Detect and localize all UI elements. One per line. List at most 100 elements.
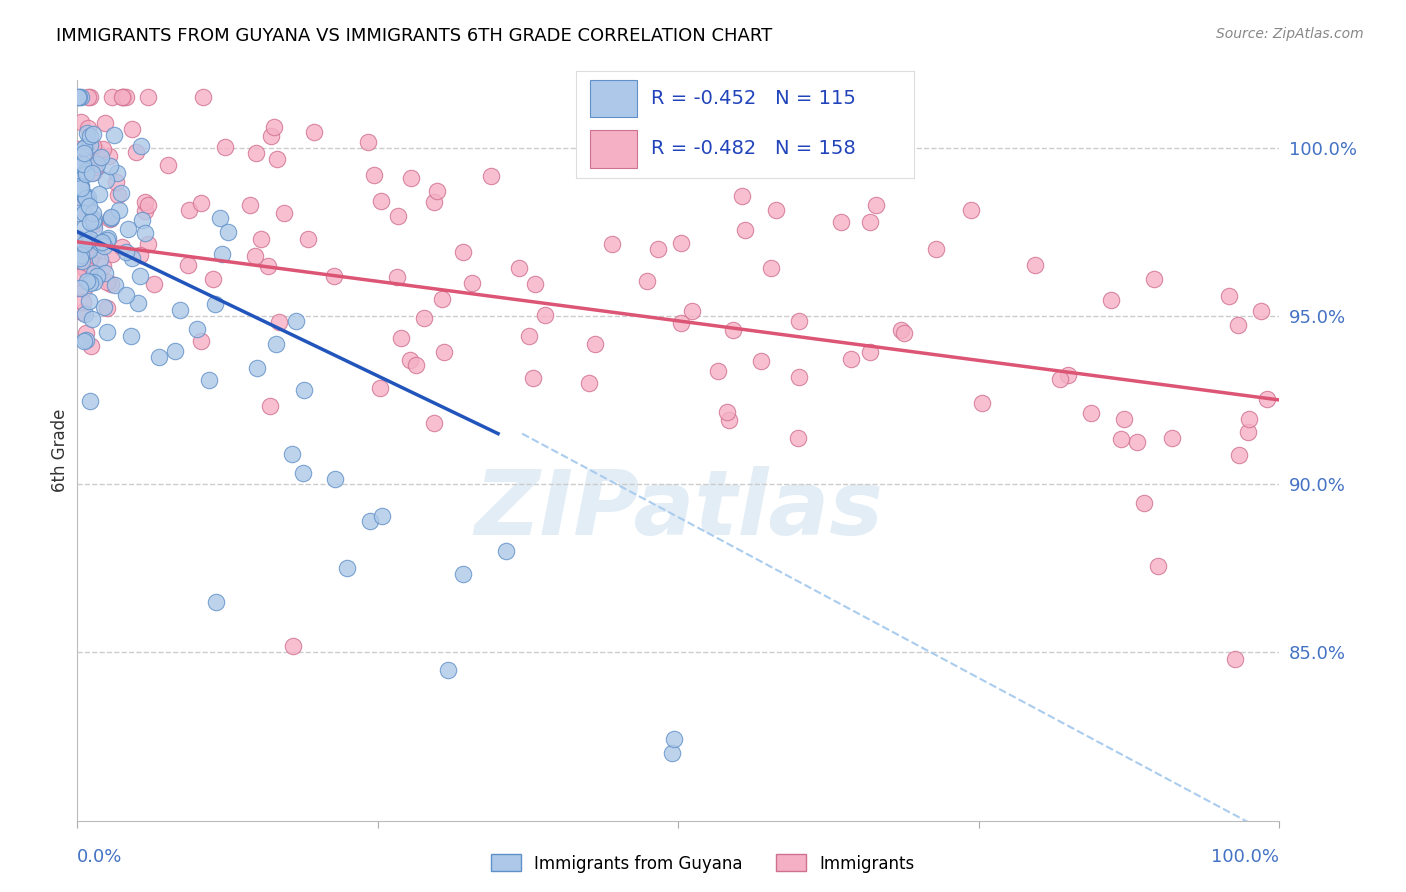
Point xyxy=(77,293,100,308)
Point xyxy=(69,181,91,195)
Point xyxy=(190,334,212,348)
Y-axis label: 6th Grade: 6th Grade xyxy=(51,409,69,492)
Point xyxy=(238,197,260,211)
Point xyxy=(250,232,273,246)
Point xyxy=(201,272,224,286)
Point xyxy=(765,203,787,218)
Point xyxy=(69,281,91,295)
Point xyxy=(205,595,228,609)
Point xyxy=(79,275,101,289)
Point xyxy=(104,278,127,293)
Point xyxy=(959,203,981,218)
Point xyxy=(75,326,97,341)
Point xyxy=(273,206,295,220)
Point xyxy=(89,236,111,251)
Point xyxy=(80,166,103,180)
Point xyxy=(96,276,118,290)
Text: Source: ZipAtlas.com: Source: ZipAtlas.com xyxy=(1216,27,1364,41)
Point xyxy=(79,393,101,408)
Point xyxy=(96,301,118,315)
Point xyxy=(69,251,91,265)
Point xyxy=(291,467,314,481)
Point xyxy=(70,248,93,262)
Point xyxy=(734,223,756,237)
Point xyxy=(75,167,97,181)
Point xyxy=(83,165,105,179)
Point xyxy=(731,188,754,202)
Point xyxy=(67,157,90,171)
Point xyxy=(70,179,93,194)
Point xyxy=(69,160,91,174)
Point xyxy=(423,417,446,431)
Point xyxy=(120,329,142,343)
Point xyxy=(191,90,214,104)
Point xyxy=(80,312,103,326)
Point xyxy=(297,232,319,246)
Point xyxy=(217,225,239,239)
Text: R = -0.452   N = 115: R = -0.452 N = 115 xyxy=(651,89,856,108)
Point xyxy=(433,345,456,359)
Point xyxy=(718,413,741,427)
Point xyxy=(281,447,304,461)
Point xyxy=(82,206,104,220)
Point xyxy=(143,277,166,292)
Point xyxy=(73,205,96,219)
Point xyxy=(169,302,191,317)
Point xyxy=(1236,425,1258,440)
Point xyxy=(83,212,105,227)
Point xyxy=(94,173,117,187)
Point xyxy=(1256,392,1278,407)
Point xyxy=(111,90,134,104)
Point xyxy=(77,199,100,213)
Point xyxy=(73,282,96,296)
Point xyxy=(245,145,267,160)
Point xyxy=(93,266,115,280)
Point xyxy=(72,157,94,171)
Point xyxy=(284,313,307,327)
Point xyxy=(136,198,159,212)
Point xyxy=(111,240,134,254)
Point xyxy=(73,140,96,154)
Point xyxy=(103,128,125,142)
Point xyxy=(1133,495,1156,509)
Point xyxy=(98,211,121,226)
Point xyxy=(67,180,90,194)
Point xyxy=(91,142,114,156)
Point xyxy=(91,259,114,273)
Point xyxy=(76,90,98,104)
Point xyxy=(1147,559,1170,574)
Point xyxy=(759,261,782,276)
Point xyxy=(96,233,118,247)
Point xyxy=(76,235,98,249)
Point xyxy=(399,352,422,367)
Point xyxy=(75,190,97,204)
Point xyxy=(1143,272,1166,286)
Point xyxy=(387,209,409,223)
Point xyxy=(93,238,115,252)
Point xyxy=(84,244,107,258)
Point xyxy=(75,164,97,178)
Point xyxy=(356,135,378,149)
Point xyxy=(266,152,288,166)
Point xyxy=(387,269,409,284)
Point xyxy=(1125,435,1147,450)
Point xyxy=(1223,652,1246,666)
Point xyxy=(79,339,101,353)
Point xyxy=(292,383,315,397)
Point xyxy=(117,221,139,235)
Point xyxy=(177,203,200,218)
Point xyxy=(67,193,90,207)
Point xyxy=(72,157,94,171)
Point xyxy=(451,244,474,259)
Point xyxy=(522,371,544,385)
Point xyxy=(177,258,200,272)
Point xyxy=(121,122,143,136)
Point xyxy=(69,173,91,187)
Point xyxy=(534,308,557,322)
Point xyxy=(73,188,96,202)
Point xyxy=(405,358,427,372)
Point xyxy=(1057,368,1080,382)
Point xyxy=(371,508,394,523)
Point xyxy=(721,323,744,337)
Point xyxy=(1080,406,1102,420)
